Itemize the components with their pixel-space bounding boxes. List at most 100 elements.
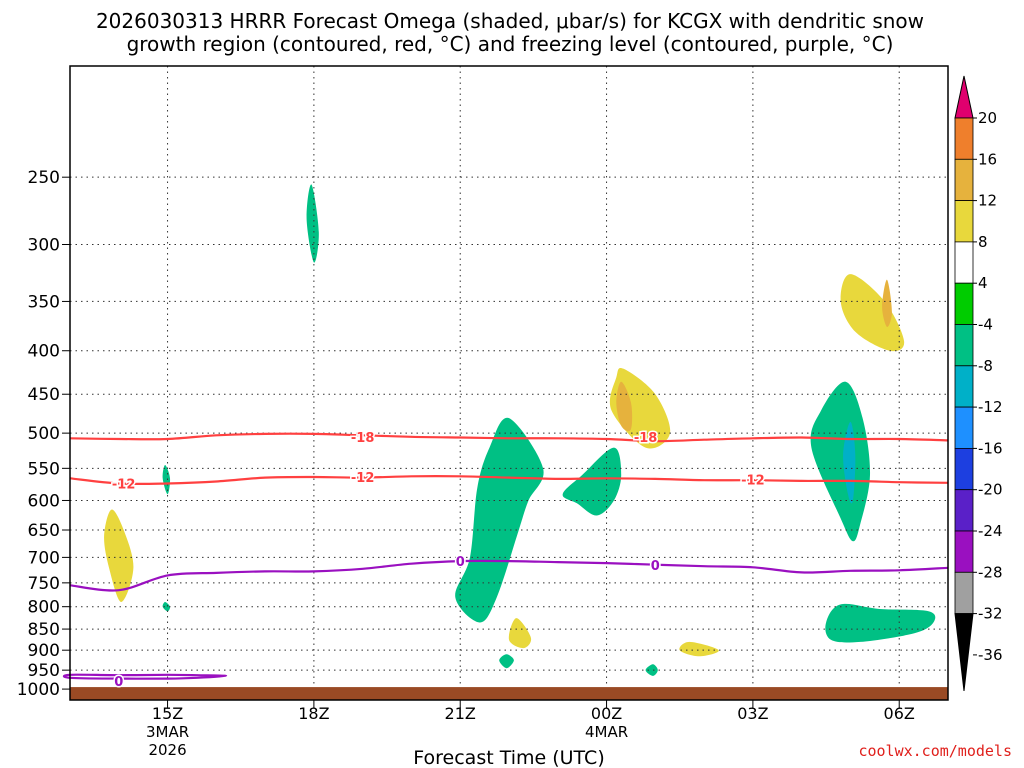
omega-region-upslope-orange-0: [104, 509, 134, 602]
colorbar-box--8: [954, 324, 974, 367]
plot-area: -18 -18 -12 -12 -12 0 0 0: [62, 65, 949, 701]
colorbar-label--24: -24: [978, 522, 1003, 540]
x-tick-year-15Z: 2026: [148, 741, 186, 759]
colorbar-box--16: [954, 406, 974, 449]
colorbar-bottom-arrow: [954, 613, 974, 692]
freezing-contour-line-1: [62, 673, 228, 680]
y-tick-label-950: 950: [28, 661, 60, 681]
colorbar-box-12: [954, 158, 974, 202]
omega-region-downslope-green-6: [645, 664, 658, 676]
colorbar-box-8: [954, 200, 974, 243]
y-tick-label-500: 500: [28, 424, 60, 444]
colorbar: 20 16 12 8 4 -4 -8 -12 -16 -20 -24 -28 -32 -36: [954, 75, 1003, 692]
y-tick-label-900: 900: [28, 641, 60, 661]
dgz-contour-line-0: [69, 432, 949, 443]
y-tick-label-750: 750: [28, 574, 60, 594]
omega-region-downslope-green-3: [455, 417, 544, 623]
y-tick-label-550: 550: [28, 459, 60, 479]
omega-shading: [93, 184, 936, 676]
y-axis: 2503003504004505005506006507007508008509…: [17, 168, 70, 700]
omega-region-upslope-orange-6: [679, 641, 719, 657]
contours: -18 -18 -12 -12 -12 0 0 0: [62, 429, 949, 691]
colorbar-box--24: [954, 489, 974, 532]
colorbar-label--4: -4: [978, 316, 993, 334]
x-tick-label-03Z: 03Z: [737, 704, 768, 723]
x-axis-label: Forecast Time (UTC): [413, 747, 604, 768]
colorbar-label-4: 4: [978, 274, 988, 292]
colorbar-label-20: 20: [978, 109, 997, 127]
colorbar-label--28: -28: [978, 563, 1003, 581]
colorbar-box--32: [954, 571, 974, 614]
chart-title-line1: 2026030313 HRRR Forecast Omega (shaded, …: [96, 9, 924, 33]
colorbar-label--16: -16: [978, 439, 1003, 457]
credit-text: coolwx.com/models: [858, 742, 1012, 760]
y-tick-label-300: 300: [28, 236, 60, 256]
colorbar-box-16: [954, 117, 974, 160]
dgz-contour-line-1: [69, 475, 949, 486]
omega-region-upslope-darkorange-9: [882, 279, 892, 327]
colorbar-box--4: [954, 282, 974, 325]
y-tick-label-800: 800: [28, 598, 60, 618]
chart-title-line2: growth region (contoured, red, °C) and f…: [127, 32, 894, 56]
omega-region-downslope-teal-7: [843, 421, 856, 504]
x-tick-label-21Z: 21Z: [445, 704, 476, 723]
y-tick-label-400: 400: [28, 342, 60, 362]
y-tick-label-350: 350: [28, 292, 60, 312]
omega-region-upslope-yellow-8: [822, 666, 934, 676]
dgz-contour-label-1-0: -12: [112, 477, 136, 492]
omega-region-downslope-green-5: [499, 654, 514, 669]
y-tick-label-700: 700: [28, 548, 60, 568]
dgz-contour-label-0-0: -18: [351, 431, 375, 446]
omega-region-downslope-green-0: [306, 184, 319, 263]
omega-region-upslope-yellow-6: [654, 623, 812, 675]
omega-region-upslope-orange-9: [840, 274, 905, 352]
omega-region-downslope-green-1: [162, 465, 171, 495]
ground-terrain: [70, 687, 948, 700]
x-tick-date-00Z: 4MAR: [585, 723, 628, 741]
x-tick-label-00Z: 00Z: [591, 704, 622, 723]
x-tick-label-06Z: 06Z: [884, 704, 915, 723]
terrain: [70, 687, 948, 700]
colorbar-box--28: [954, 530, 974, 573]
freezing-contour-label-0-1: 0: [651, 559, 660, 574]
colorbar-top-arrow: [954, 75, 974, 119]
y-tick-label-600: 600: [28, 491, 60, 511]
x-tick-label-15Z: 15Z: [152, 704, 183, 723]
plot-frame: [69, 65, 949, 701]
omega-region-downslope-green-2: [162, 602, 171, 612]
x-tick-date-15Z: 3MAR: [146, 723, 189, 741]
freezing-contour-label-1-0: 0: [114, 675, 123, 690]
y-tick-label-250: 250: [28, 168, 60, 188]
omega-region-downslope-green-7: [810, 381, 871, 542]
dgz-contour-label-1-1: -12: [351, 471, 375, 486]
omega-region-upslope-yellow-3: [542, 345, 573, 419]
y-tick-label-850: 850: [28, 620, 60, 640]
omega-region-upslope-orange-4: [508, 618, 532, 649]
freezing-contour-label-0-0: 0: [456, 555, 465, 570]
colorbar-box--20: [954, 447, 974, 491]
colorbar-label--8: -8: [978, 357, 993, 375]
freezing-contour-line-0: [69, 559, 949, 592]
dgz-contour-label-0-1: -18: [634, 431, 658, 446]
colorbar-box-4: [954, 241, 974, 284]
colorbar-label--36: -36: [978, 646, 1003, 664]
colorbar-label--32: -32: [978, 605, 1003, 623]
omega-region-upslope-yellow-1: [187, 336, 246, 639]
colorbar-label--12: -12: [978, 398, 1003, 416]
omega-region-upslope-yellow-7: [752, 587, 792, 651]
y-tick-label-1000: 1000: [17, 680, 60, 700]
colorbar-label-16: 16: [978, 150, 997, 168]
y-tick-label-450: 450: [28, 385, 60, 405]
omega-region-downslope-green-4: [562, 447, 622, 516]
colorbar-label-12: 12: [978, 192, 997, 210]
omega-region-downslope-green-8: [825, 603, 936, 643]
colorbar-label-8: 8: [978, 233, 988, 251]
grid-lines: [70, 66, 948, 700]
y-tick-label-650: 650: [28, 521, 60, 541]
x-tick-label-18Z: 18Z: [298, 704, 329, 723]
dgz-contour-label-1-2: -12: [741, 474, 765, 489]
colorbar-label--20: -20: [978, 481, 1003, 499]
colorbar-box--12: [954, 365, 974, 408]
